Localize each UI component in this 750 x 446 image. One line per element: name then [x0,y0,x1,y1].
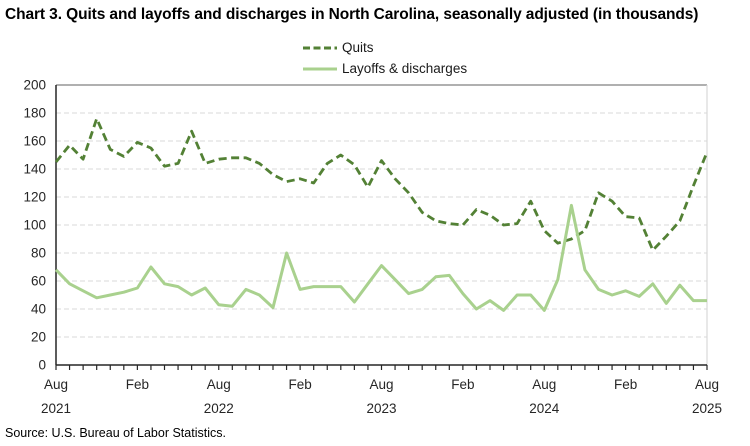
svg-text:Feb: Feb [126,377,149,392]
svg-text:40: 40 [31,302,46,317]
svg-text:Feb: Feb [288,377,311,392]
svg-text:2022: 2022 [204,401,234,416]
svg-text:Aug: Aug [532,377,556,392]
svg-text:Feb: Feb [614,377,637,392]
gridlines [56,112,707,338]
svg-text:160: 160 [23,134,46,149]
x-axis-ticks [55,365,708,370]
svg-text:60: 60 [31,274,46,289]
svg-text:Aug: Aug [369,377,393,392]
layoffs-line-swatch [303,67,337,70]
svg-text:20: 20 [31,330,46,345]
legend-label-layoffs: Layoffs & discharges [342,61,468,76]
y-axis-labels: 0 20 40 60 80 100 120 140 160 180 200 [23,78,46,373]
svg-text:180: 180 [23,106,46,121]
svg-text:140: 140 [23,162,46,177]
quits-line-swatch [303,46,337,49]
svg-text:2025: 2025 [692,401,722,416]
svg-text:Feb: Feb [451,377,474,392]
legend-item-layoffs: Layoffs & discharges [303,58,467,79]
svg-text:Aug: Aug [207,377,231,392]
svg-text:Aug: Aug [695,377,719,392]
svg-text:2023: 2023 [366,401,396,416]
svg-text:200: 200 [23,78,46,93]
legend-label-quits: Quits [342,40,374,55]
svg-text:100: 100 [23,218,46,233]
svg-text:80: 80 [31,246,46,261]
quits-line [54,117,709,252]
chart-title: Chart 3. Quits and layoffs and discharge… [5,6,699,23]
svg-text:2024: 2024 [529,401,560,416]
x-axis-labels: Aug 2021 Feb Aug 2022 Feb Aug 2023 Feb Aug 2024 Feb… [41,377,722,416]
layoffs-line [54,203,707,312]
legend-item-quits: Quits [303,37,467,58]
svg-text:2021: 2021 [41,401,71,416]
source-note: Source: U.S. Bureau of Labor Statistics. [5,426,226,440]
svg-text:Aug: Aug [44,377,68,392]
svg-text:120: 120 [23,190,46,205]
chart-legend: Quits Layoffs & discharges [303,37,467,79]
svg-text:0: 0 [38,358,46,373]
